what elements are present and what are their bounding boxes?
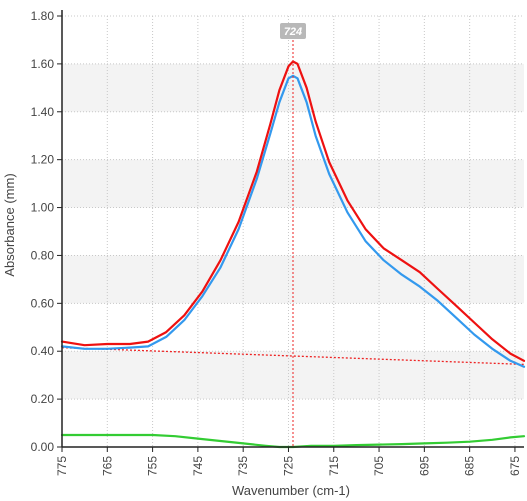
grid-band <box>62 159 524 208</box>
axes <box>57 10 524 452</box>
y-tick-label: 0.80 <box>31 248 55 262</box>
x-tick-label: 755 <box>146 456 160 476</box>
series-green-line <box>60 433 526 449</box>
y-tick-label: 1.60 <box>31 57 55 71</box>
x-tick-label: 775 <box>55 456 69 476</box>
x-tick-label: 715 <box>327 456 341 476</box>
baseline-line <box>61 346 525 366</box>
y-tick-labels: 0.00 0.20 0.40 0.60 0.80 1.00 1.20 1.40 1.60 1.80 <box>31 9 55 454</box>
x-tick-label: 725 <box>281 456 295 476</box>
y-tick-label: 0.00 <box>31 440 55 454</box>
x-axis-label: Wavenumber (cm-1) <box>232 483 350 498</box>
marker-label: 724 <box>284 26 302 38</box>
x-tick-label: 745 <box>191 456 205 476</box>
x-tick-label: 695 <box>417 456 431 476</box>
y-tick-label: 0.60 <box>31 296 55 310</box>
x-tick-label: 765 <box>100 456 114 476</box>
y-tick-label: 1.20 <box>31 153 55 167</box>
y-tick-label: 1.40 <box>31 105 55 119</box>
grid-band <box>62 351 524 400</box>
grid-band <box>62 255 524 304</box>
series-blue-line <box>60 74 526 368</box>
plot-background <box>62 16 524 447</box>
y-tick-label: 0.20 <box>31 392 55 406</box>
y-tick-label: 0.40 <box>31 344 55 358</box>
marker-label-box <box>280 23 306 39</box>
series-red-line <box>60 60 526 362</box>
x-tick-label: 685 <box>463 456 477 476</box>
y-tick-label: 1.80 <box>31 9 55 23</box>
marker-layer: 724 <box>280 23 306 447</box>
x-tick-label: 675 <box>508 456 522 476</box>
series-layer <box>60 60 526 449</box>
x-tick-label: 735 <box>236 456 250 476</box>
x-tick-label: 705 <box>372 456 386 476</box>
grid-band <box>62 63 524 112</box>
y-axis-label: Absorbance (mm) <box>2 173 17 276</box>
y-tick-label: 1.00 <box>31 201 55 215</box>
x-tick-labels: 775 765 755 745 735 725 715 705 695 685 675 <box>55 456 522 476</box>
